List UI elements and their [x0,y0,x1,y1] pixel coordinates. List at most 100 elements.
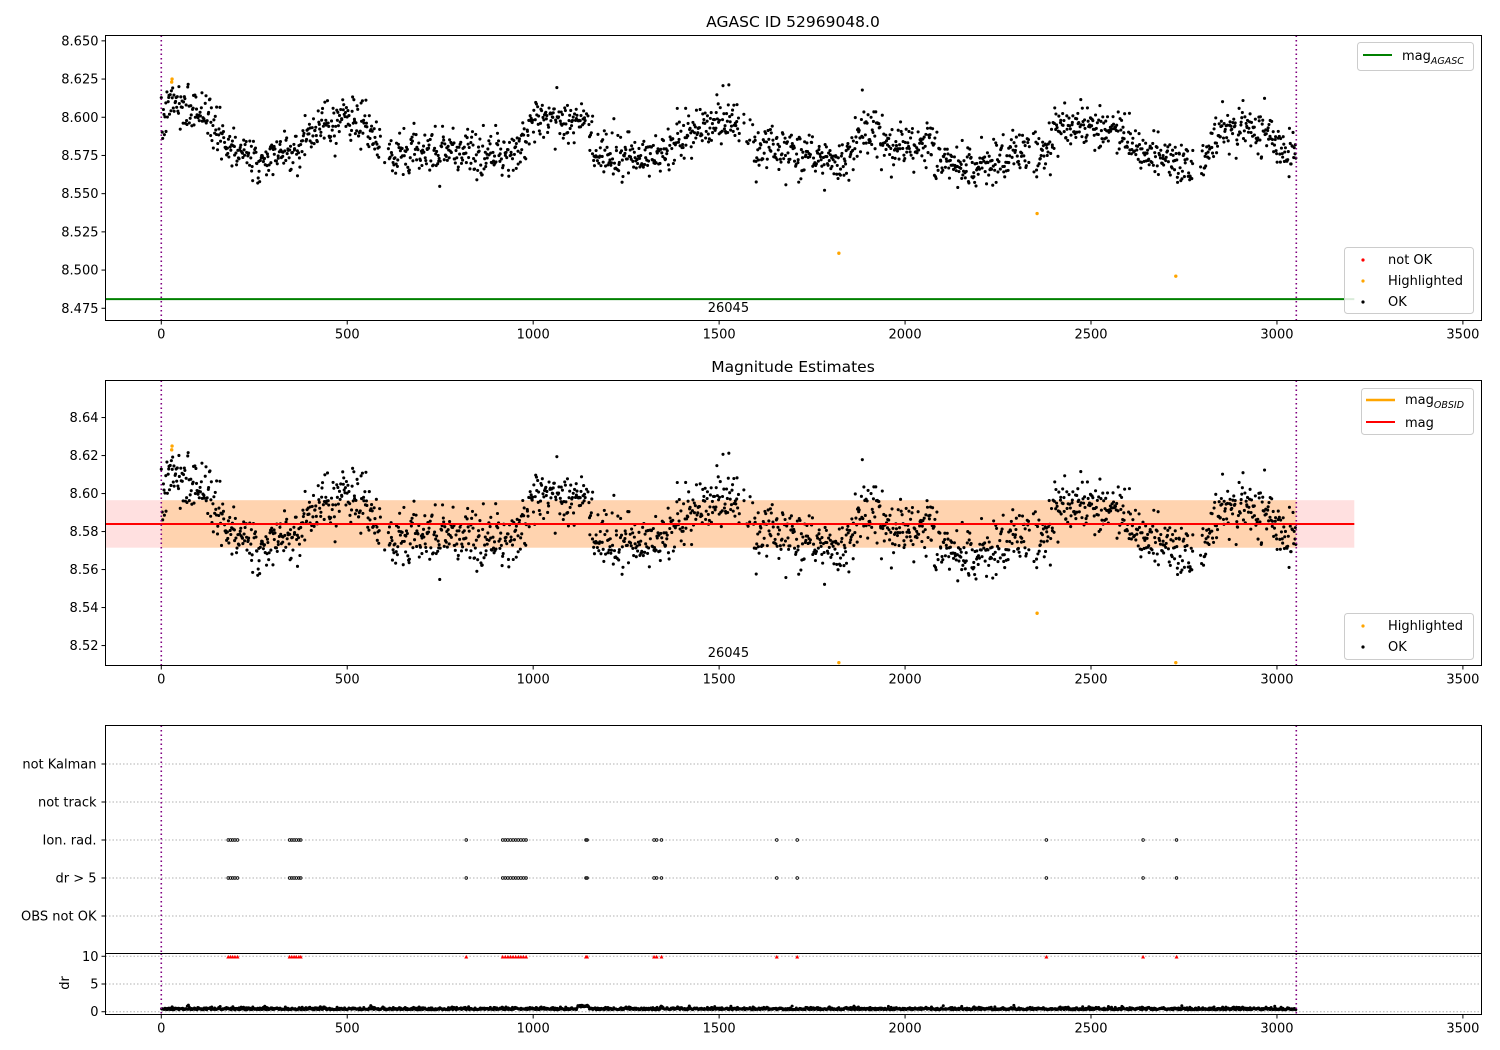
data-point-ok [862,485,866,489]
data-point-ok [960,138,964,143]
data-point-ok [1210,145,1214,150]
data-point-ok [500,564,504,568]
data-point-ok [753,135,757,139]
legend-mag-marker-ok [1361,645,1365,649]
data-point-ok [512,152,516,156]
data-point-ok [498,159,502,163]
x-tick-label: 2000 [889,673,922,688]
flag-marker [659,838,664,842]
data-point-ok [1123,487,1127,491]
data-point-ok [193,492,197,496]
data-point-ok [1020,151,1024,155]
data-point-ok [583,118,587,123]
data-point-ok [507,565,511,569]
data-point-ok [1199,165,1203,169]
data-point-ok [165,115,169,119]
data-point-ok [717,495,722,499]
data-point-ok [333,154,337,158]
data-point-ok [1096,513,1100,517]
data-point-ok [1239,498,1243,502]
data-point-ok [365,125,369,129]
data-point-ok [900,132,904,136]
data-point-ok [1111,115,1115,119]
data-point-ok [165,90,169,94]
data-point-ok [728,491,732,495]
data-point-ok [658,169,662,173]
data-point-ok [686,121,690,125]
data-point-ok [562,132,566,136]
data-point-ok [837,527,841,531]
data-point-ok [288,144,293,148]
data-point-ok [214,128,218,132]
data-point-ok [899,497,903,501]
data-point-ok [761,157,765,161]
data-point-ok [836,542,840,546]
data-point-ok [924,554,928,558]
data-point-ok [956,579,960,583]
data-point-ok [275,549,279,553]
data-point-ok [871,130,875,134]
data-point-ok [1112,500,1116,504]
data-point-ok [979,516,984,521]
panel-agasc: AGASC ID 52969048.0 8.4758.5008.5258.550… [61,13,1482,343]
data-point-highlighted [1174,660,1178,665]
data-point-ok [232,505,236,509]
data-point-ok [794,550,798,554]
data-point-ok [831,544,835,548]
data-point-ok [1130,141,1134,145]
data-point-ok [823,525,827,530]
data-point-ok [579,475,584,479]
data-point-ok [451,505,455,509]
data-point-ok [362,495,366,499]
data-point-ok [1222,121,1226,126]
flag-marker [235,876,240,880]
data-point-ok [1059,495,1063,499]
data-point-ok [1225,136,1229,140]
data-point-ok [1065,114,1069,118]
data-point-ok [767,137,771,141]
data-point-ok [829,555,833,559]
data-point-ok [301,134,305,138]
data-point-ok [1009,519,1013,523]
data-point-ok [934,177,938,181]
panel-mag-frame [105,380,1482,666]
data-point-ok [185,496,189,500]
data-point-ok [1018,166,1022,170]
data-point-ok [315,140,319,144]
data-point-ok [578,119,582,123]
data-point-ok [801,535,805,539]
data-point-ok [284,520,288,524]
data-point-ok [882,153,886,157]
data-point-ok [1260,122,1264,126]
data-point-ok [903,140,907,144]
data-point-ok [332,111,336,115]
data-point-ok [662,531,666,535]
data-point-ok [805,141,809,145]
data-point-ok [163,115,167,119]
data-point-ok [1244,121,1248,125]
data-point-ok [713,494,717,498]
data-point-ok [341,98,345,102]
data-point-ok [530,120,534,125]
panel-mag-obsid-label: 26045 [708,646,749,661]
data-point-ok [1270,497,1274,501]
data-point-ok [1173,145,1177,149]
data-point-ok [417,555,421,559]
data-point-ok [258,545,262,549]
data-point-ok [1171,539,1175,543]
data-point-ok [776,532,780,536]
data-point-ok [601,519,605,523]
data-point-ok [662,147,666,151]
data-point-ok [373,517,377,521]
data-point-ok [307,122,311,126]
data-point-ok [729,503,734,507]
data-point-ok [851,533,855,537]
data-point-ok [968,531,972,535]
data-point-ok [790,142,794,146]
data-point-ok [479,551,483,555]
data-point-ok [1267,501,1271,505]
data-point-ok [1176,171,1180,175]
data-point-ok [205,119,209,123]
data-point-ok [590,152,595,156]
data-point-ok [701,487,705,491]
